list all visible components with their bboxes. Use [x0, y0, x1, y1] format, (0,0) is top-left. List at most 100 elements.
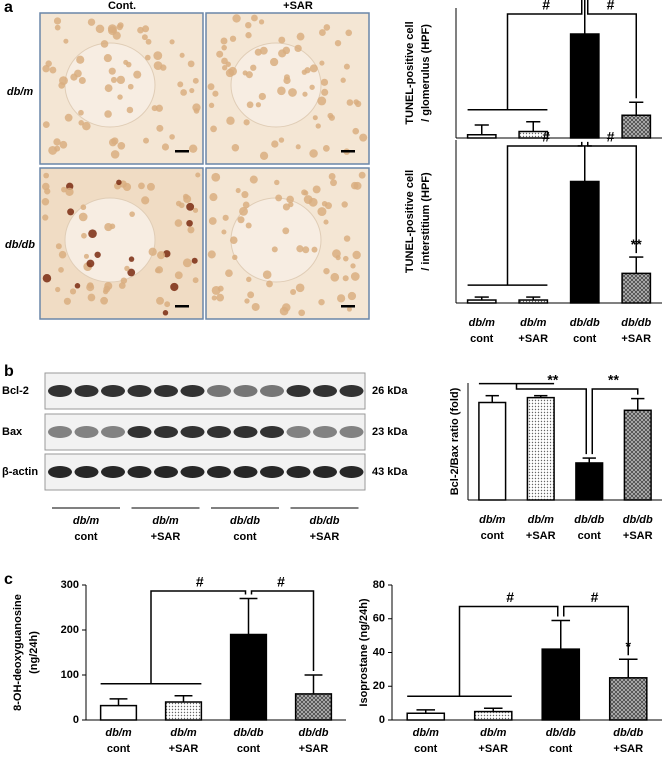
- blot-band: [313, 466, 337, 478]
- nucleus: [209, 193, 218, 202]
- group-label: +SAR: [310, 531, 340, 543]
- nucleus: [242, 70, 248, 76]
- nucleus: [323, 267, 330, 275]
- nucleus: [241, 191, 249, 199]
- nucleus: [169, 134, 175, 140]
- blot-band: [74, 385, 99, 397]
- bracket: [250, 590, 315, 671]
- blot-band: [101, 385, 125, 397]
- nucleus: [78, 109, 84, 116]
- nucleus: [245, 21, 252, 29]
- bracket: [458, 605, 559, 697]
- blot-band: [127, 466, 152, 478]
- nucleus: [318, 298, 325, 306]
- nucleus: [245, 222, 252, 229]
- group-label: cont: [74, 531, 98, 543]
- nucleus: [245, 32, 252, 39]
- nucleus: [67, 208, 75, 216]
- glomerulus: [230, 42, 322, 128]
- nucleus: [78, 120, 84, 126]
- nucleus: [336, 294, 346, 303]
- nucleus: [258, 92, 266, 101]
- panel-label: a: [4, 0, 13, 16]
- nucleus: [217, 285, 224, 292]
- nucleus: [88, 229, 97, 238]
- blot-band: [233, 426, 258, 438]
- nucleus: [225, 269, 233, 278]
- nucleus: [123, 59, 129, 65]
- nucleus: [269, 57, 279, 67]
- bracket: [506, 0, 583, 110]
- annotation: #: [607, 129, 615, 145]
- nucleus: [251, 302, 260, 311]
- nucleus: [301, 189, 308, 196]
- blot-size-label: 26 kDa: [372, 385, 408, 397]
- nucleus: [232, 14, 241, 23]
- nucleus: [55, 286, 61, 293]
- nucleus: [61, 186, 67, 193]
- nucleus: [271, 140, 279, 148]
- blot-band: [260, 385, 284, 397]
- scale-bar: [341, 150, 355, 153]
- y-axis-label: Isoprostane (ng/24h): [358, 598, 370, 707]
- nucleus: [82, 121, 91, 131]
- nucleus: [100, 40, 109, 48]
- x-tick-label: db/db: [621, 317, 651, 329]
- bar: [541, 648, 581, 721]
- nucleus: [311, 246, 318, 253]
- nucleus: [278, 36, 286, 44]
- nucleus: [69, 288, 77, 295]
- bar: [294, 693, 333, 721]
- bar: [623, 409, 652, 501]
- nucleus: [146, 182, 155, 191]
- nucleus: [358, 171, 366, 179]
- x-tick-label: db/m: [528, 514, 554, 526]
- nucleus: [352, 250, 361, 260]
- nucleus: [58, 82, 66, 89]
- y-axis-label: / interstitium (HPF): [420, 172, 432, 271]
- blot-band: [180, 466, 205, 478]
- nucleus: [340, 77, 346, 83]
- nucleus: [211, 295, 217, 301]
- nucleus: [250, 64, 257, 71]
- nucleus: [157, 251, 166, 260]
- x-tick-label: db/db: [299, 727, 329, 739]
- nucleus: [277, 86, 286, 96]
- nucleus: [179, 52, 185, 58]
- western-blot: Bcl-2 26 kDa Bax 23 kDa β-actin 43 kDa db/m con…: [2, 372, 408, 543]
- blot-band: [207, 385, 231, 397]
- nucleus: [192, 277, 199, 284]
- bar: [164, 701, 203, 721]
- nucleus: [211, 172, 221, 182]
- bar: [466, 134, 497, 139]
- nucleus: [78, 212, 88, 222]
- nucleus: [53, 138, 61, 146]
- nucleus: [49, 66, 57, 74]
- nucleus: [283, 76, 291, 85]
- nucleus: [319, 60, 325, 66]
- nucleus: [94, 251, 101, 258]
- nucleus: [195, 172, 201, 178]
- nucleus: [87, 18, 96, 26]
- nucleus: [350, 272, 360, 281]
- nucleus: [315, 123, 321, 129]
- blot-band: [207, 426, 231, 438]
- nucleus: [294, 44, 302, 53]
- nucleus: [151, 105, 158, 112]
- nucleus: [54, 24, 61, 31]
- blot-band: [180, 385, 205, 397]
- nucleus: [63, 38, 69, 44]
- group-label: db/m: [152, 515, 178, 527]
- bar: [608, 677, 648, 721]
- group-label: db/db: [230, 515, 260, 527]
- nucleus: [353, 181, 362, 190]
- nucleus: [221, 44, 227, 51]
- nucleus: [246, 101, 254, 109]
- nucleus: [278, 49, 287, 58]
- y-axis-label: (ng/24h): [28, 631, 40, 674]
- nucleus: [104, 110, 112, 118]
- nucleus: [161, 143, 170, 151]
- nucleus: [295, 144, 301, 150]
- nucleus: [154, 267, 161, 274]
